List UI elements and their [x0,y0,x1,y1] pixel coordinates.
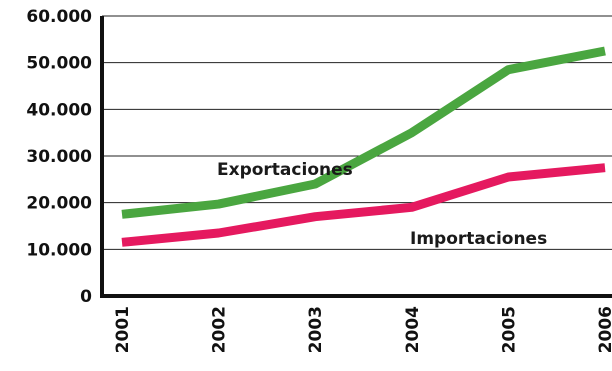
series-label-exportaciones: Exportaciones [217,160,353,180]
series-line-importaciones [121,163,606,247]
x-tick-label: 2002 [210,306,230,353]
x-tick-label: 2005 [499,306,519,353]
series-lines [121,46,606,247]
y-tick-label: 30.000 [26,147,92,167]
x-tick-label: 2004 [403,306,423,353]
y-axis-ticks: 0 10.000 20.000 30.000 40.000 50.000 60.000 [26,7,92,307]
y-tick-label: 10.000 [26,240,92,260]
y-tick-label: 40.000 [26,100,92,120]
series-line-exportaciones [121,46,606,219]
x-tick-label: 2003 [306,306,326,353]
y-tick-label: 60.000 [26,7,92,27]
x-axis-ticks: 2001 2002 2003 2004 2005 2006 [113,306,612,353]
y-tick-label: 50.000 [26,54,92,74]
y-tick-label: 20.000 [26,194,92,214]
series-label-importaciones: Importaciones [410,229,547,249]
gridlines [102,15,612,250]
y-tick-label: 0 [80,287,92,307]
x-tick-label: 2001 [113,306,133,353]
x-tick-label: 2006 [596,306,612,353]
